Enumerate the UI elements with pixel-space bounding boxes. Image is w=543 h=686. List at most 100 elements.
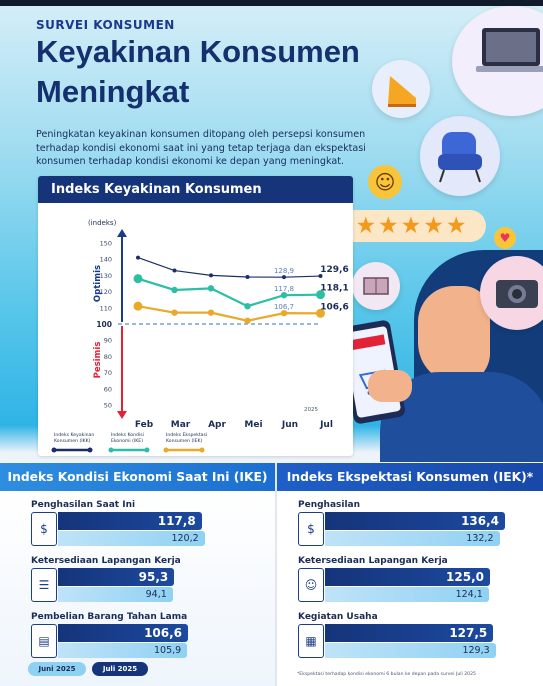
bar-june: 124,1	[325, 587, 489, 602]
laptop-illustration	[452, 6, 543, 116]
bar-july: 127,5	[325, 624, 494, 642]
camera-illustration	[480, 256, 543, 330]
hand	[368, 370, 412, 402]
indicator-label: Penghasilan	[298, 500, 361, 510]
legend-swatch-dot	[163, 447, 169, 453]
data-label: 106,6	[320, 302, 348, 312]
legend-swatch-dot	[199, 447, 205, 453]
legend-june: Juni 2025	[28, 662, 86, 676]
bar-july: 125,0	[325, 568, 490, 586]
laptop-icon	[476, 28, 543, 72]
data-label: 129,6	[320, 265, 348, 275]
y-tick-label: 140	[100, 256, 112, 264]
data-label: 117,8	[274, 285, 294, 293]
data-point	[207, 285, 215, 292]
shoe-illustration	[372, 60, 430, 118]
bar-june: 129,3	[325, 643, 496, 658]
data-label: 118,1	[320, 284, 348, 294]
chart-title: Indeks Keyakinan Konsumen	[38, 176, 353, 203]
legend-label: Indeks Keyakinan	[54, 432, 94, 438]
money-bag-icon: $	[298, 512, 324, 546]
title-line-2: Meningkat	[36, 74, 190, 109]
y-tick-label: 150	[100, 240, 112, 248]
title-line-1: Keyakinan Konsumen	[36, 34, 360, 69]
data-point	[245, 275, 250, 280]
series-line	[137, 305, 321, 322]
bar-july: 95,3	[58, 568, 175, 586]
legend-swatch-dot	[144, 447, 150, 453]
bar-june: 132,2	[325, 531, 500, 546]
indicator-label: Pembelian Barang Tahan Lama	[31, 612, 188, 622]
x-tick-label: Jun	[281, 420, 298, 430]
x-tick-label: Mei	[244, 420, 262, 430]
bar-june: 105,9	[58, 643, 188, 658]
worker-icon: ☺	[298, 568, 324, 602]
panel-divider	[275, 463, 277, 686]
legend-label: Indeks Ekspektasi	[166, 432, 207, 438]
series-line	[137, 257, 321, 278]
heart-eyes-emoji-icon: ♥	[494, 227, 516, 249]
tray-icon	[363, 277, 389, 295]
legend-label: Indeks Kondisi	[111, 432, 144, 438]
legend-label: Konsumen (IEK)	[166, 438, 203, 444]
smile-emoji-icon: ☺	[368, 165, 402, 199]
x-tick-label: Feb	[135, 420, 154, 430]
page-title: Keyakinan Konsumen Meningkat	[36, 32, 366, 112]
optimis-arrow-head	[117, 229, 127, 237]
bar-july: 106,6	[58, 624, 189, 642]
legend-swatch-dot	[87, 447, 93, 453]
data-label: 128,9	[274, 267, 294, 275]
legend-swatch-dot	[108, 447, 114, 453]
series-line	[137, 277, 321, 308]
data-point	[280, 291, 288, 299]
x-tick-label: Apr	[208, 420, 226, 430]
data-point	[133, 274, 143, 284]
threshold-label: 100	[96, 320, 112, 329]
camera-icon	[496, 280, 538, 308]
tray-illustration	[352, 262, 400, 310]
money-hand-icon: $	[31, 512, 57, 546]
data-point	[136, 255, 140, 260]
top-strip	[0, 0, 543, 6]
legend-label: Konsumen (IKK)	[54, 438, 91, 444]
legend-label: Ekonomi (IKE)	[111, 438, 143, 444]
data-point	[171, 309, 178, 316]
y-tick-label: 110	[100, 304, 112, 312]
data-label: 106,7	[274, 303, 294, 311]
ike-panel-title: Indeks Kondisi Ekonomi Saat Ini (IKE)	[0, 463, 275, 491]
ikk-chart-card: Indeks Keyakinan Konsumen (indeks) 50 60 70…	[38, 176, 353, 456]
armchair-icon	[438, 132, 482, 183]
data-point	[316, 290, 325, 300]
y-tick-label: 80	[104, 353, 112, 361]
data-point	[280, 309, 288, 317]
indicator-label: Ketersediaan Lapangan Kerja	[31, 556, 181, 566]
store-icon: ▦	[298, 624, 324, 658]
optimis-label: Optimis	[93, 265, 103, 302]
woman-face	[418, 286, 490, 384]
pesimis-arrow-head	[117, 411, 127, 419]
indicator-label: Penghasilan Saat Ini	[31, 500, 136, 510]
data-point	[282, 275, 286, 280]
data-point	[316, 308, 325, 318]
intro-text: Peningkatan keyakinan konsumen ditopang …	[36, 129, 366, 167]
legend-swatch-dot	[51, 447, 57, 453]
year-label: 2025	[304, 407, 318, 413]
y-tick-label: 90	[104, 337, 112, 345]
y-axis-label: (indeks)	[88, 219, 117, 227]
pesimis-label: Pesimis	[93, 342, 103, 379]
y-tick-label: 50	[104, 402, 112, 410]
y-tick-label: 70	[104, 369, 112, 377]
data-point	[171, 286, 178, 294]
kicker: SURVEI KONSUMEN	[36, 18, 175, 32]
data-point	[318, 274, 323, 279]
footnote: *Ekspektasi terhadap kondisi ekonomi 6 b…	[297, 672, 476, 677]
data-point	[209, 273, 213, 278]
indicator-label: Ketersediaan Lapangan Kerja	[298, 556, 448, 566]
data-point	[133, 301, 143, 311]
bar-july: 136,4	[325, 512, 506, 530]
appliance-icon: ▤	[31, 624, 57, 658]
data-point	[244, 317, 251, 324]
data-point	[244, 302, 251, 310]
y-tick-label: 120	[100, 288, 112, 296]
